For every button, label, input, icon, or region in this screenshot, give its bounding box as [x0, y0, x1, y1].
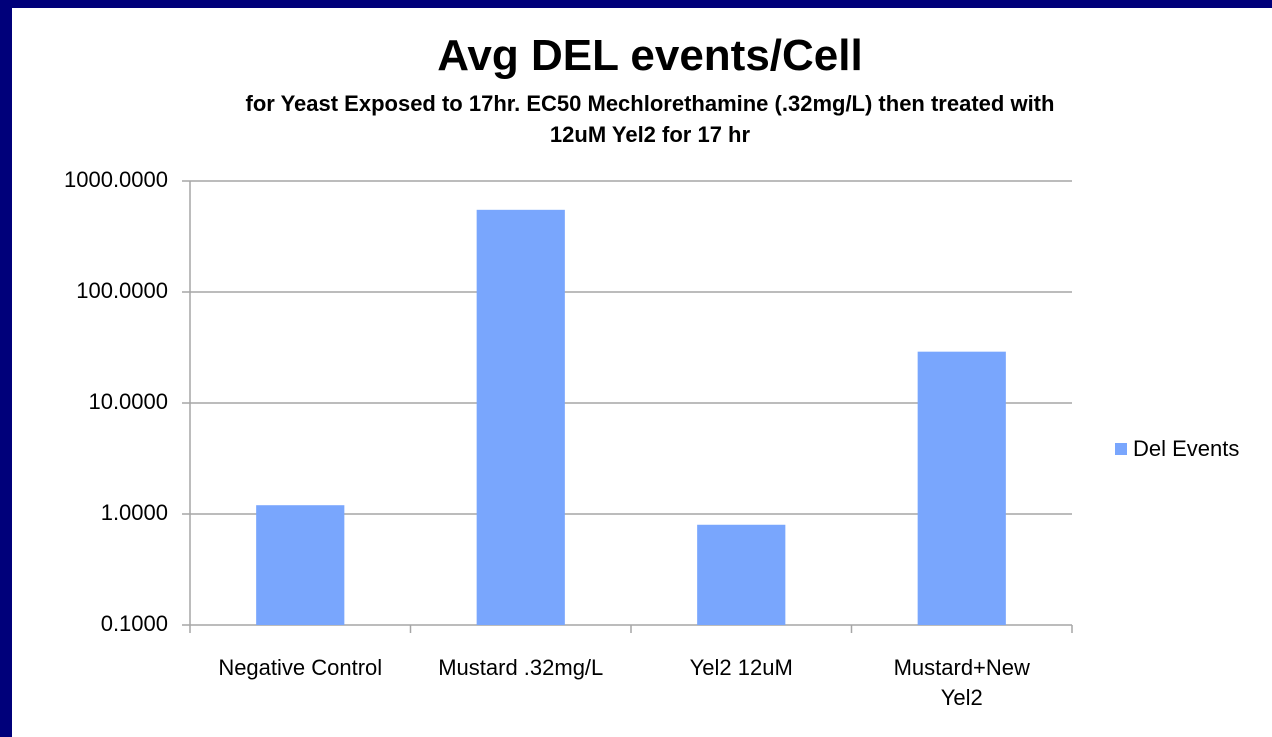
- x-tick-label: Negative Control: [218, 655, 383, 680]
- bar: [697, 524, 786, 625]
- y-tick-label: 1.0000: [101, 500, 168, 525]
- x-tick-label: Mustard+New Yel2: [893, 655, 1030, 710]
- y-tick-label: 0.1000: [101, 611, 168, 636]
- panel: [12, 8, 1272, 737]
- chart-subtitle: for Yeast Exposed to 17hr. EC50 Mechlore…: [245, 91, 1055, 147]
- x-tick-label: Yel2 12uM: [689, 655, 793, 680]
- legend-swatch: [1115, 443, 1127, 455]
- bar: [917, 351, 1006, 625]
- y-tick-label: 100.0000: [76, 278, 168, 303]
- y-tick-label: 1000.0000: [64, 167, 168, 192]
- bar: [476, 209, 565, 625]
- legend-label: Del Events: [1133, 436, 1239, 461]
- chart-title: Avg DEL events/Cell: [437, 31, 863, 80]
- bar: [256, 505, 345, 625]
- y-tick-label: 10.0000: [88, 389, 168, 414]
- x-tick-label: Mustard .32mg/L: [438, 655, 604, 680]
